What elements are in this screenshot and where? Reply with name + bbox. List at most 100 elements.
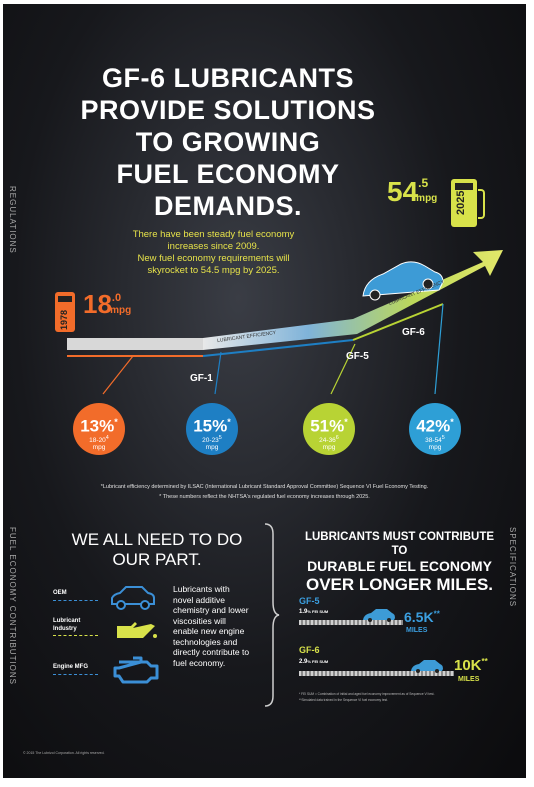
pump-window (58, 296, 72, 302)
specifications-heading: LUBRICANTS MUST CONTRIBUTE TO DURABLE FU… (297, 530, 502, 595)
milestone-gf6: GF-6 (402, 327, 425, 338)
heading-line: DURABLE FUEL ECONOMY (307, 558, 492, 574)
percent-circle-1: 13%* 18-204 mpg (73, 403, 125, 455)
subtitle-line: skyrocket to 54.5 mpg by 2025. (147, 265, 280, 276)
lubricant-industry-label: Lubricant Industry (53, 618, 81, 632)
footnote-2: * These numbers reflect the NHTSA's regu… (159, 494, 370, 500)
efficiency-arrow (203, 250, 503, 350)
connector-3 (330, 343, 356, 395)
timeline-blue-rule (202, 339, 354, 357)
title-line: GF-6 LUBRICANTS (102, 63, 354, 93)
gf5-label: GF-5 (299, 596, 320, 606)
gf6-pct: 2.9 (299, 659, 308, 665)
circle-range-sup: 4 (105, 434, 109, 441)
connector-4 (434, 303, 444, 395)
gf5-pct: 1.9 (299, 609, 308, 615)
title-line: DEMANDS. (153, 191, 302, 221)
circle-range-sup: 5 (441, 434, 445, 441)
engine-mfg-label: Engine MFG (53, 664, 88, 670)
circle-unit: mpg (428, 443, 442, 451)
subtitle: There have been steady fuel economy incr… (111, 229, 316, 277)
contributions-heading: WE ALL NEED TO DO OUR PART. (47, 530, 267, 570)
fuel-economy-timeline (67, 250, 503, 395)
percent-circle-4: 42%* 38-545 mpg (409, 403, 461, 455)
title-line: TO GROWING (135, 127, 321, 157)
gf5-miles-unit: MILES (406, 627, 428, 634)
poster: REGULATIONS FUEL ECONOMY CONTRIBUTIONS S… (3, 4, 526, 778)
gf6-car-icon (411, 660, 443, 673)
title-line: FUEL ECONOMY (116, 159, 340, 189)
heading-line: LUBRICANTS MUST CONTRIBUTE TO (304, 531, 495, 557)
circle-star: * (114, 417, 118, 427)
connector-2 (214, 351, 222, 395)
gf5-car-icon (363, 609, 395, 622)
timeline-base-bar (67, 338, 203, 350)
start-mpg-unit: mpg (110, 305, 132, 316)
specifications-label: SPECIFICATIONS (508, 527, 517, 608)
spec-footnote-1: * FEI SUM = Combination of initial and a… (299, 692, 435, 696)
gas-pump-2025-icon: 2025 (451, 179, 485, 227)
circle-unit: mpg (92, 443, 106, 451)
body-line: enable new engine (173, 626, 245, 636)
circle-range: 18-20 (89, 436, 106, 444)
page-title: GF-6 LUBRICANTS PROVIDE SOLUTIONS TO GRO… (43, 62, 413, 222)
engine-rule (53, 674, 98, 675)
title-line: PROVIDE SOLUTIONS (80, 95, 376, 125)
end-mpg-value: 54 (387, 176, 419, 207)
gf6-fei: 2.9% FEI SUM (299, 659, 328, 665)
gf6-stars: ** (481, 657, 488, 666)
body-line: fuel economy. (173, 657, 226, 668)
fuel-contributions-label: FUEL ECONOMY CONTRIBUTIONS (8, 527, 17, 686)
pump-hose (478, 189, 485, 219)
body-line: chemistry and lower (173, 605, 249, 615)
milestone-gf5: GF-5 (346, 351, 369, 362)
oil-can-icon (117, 622, 157, 638)
timeline-green-rule (352, 303, 444, 341)
gf6-miles-value: 10K (454, 657, 482, 674)
footnote-1: *Lubricant efficiency determined by ILSA… (100, 484, 429, 490)
body-line: novel additive (173, 594, 225, 605)
spec-footnote-2: **Simulated data trained in the Sequence… (299, 698, 388, 702)
percent-circle-3: 51%* 24-366 mpg (303, 403, 355, 455)
gf5-miles-value: 6.5K (404, 609, 434, 625)
subtitle-line: increases since 2009. (167, 241, 260, 252)
copyright: © 2015 The Lubrizol Corporation. All rig… (23, 751, 105, 755)
gf5-road (299, 620, 403, 625)
connector-1 (102, 355, 134, 395)
heading-line: WE ALL NEED TO DO (71, 530, 243, 549)
gf6-road (299, 671, 454, 676)
oem-rule (53, 600, 98, 601)
car-icon (362, 261, 444, 301)
body-line: directly contribute to (173, 647, 250, 657)
circle-pct: 51% (310, 416, 345, 436)
subtitle-line: There have been steady fuel economy (132, 229, 295, 240)
circle-star: * (344, 417, 348, 427)
gf6-miles: 10K** (454, 657, 488, 674)
car-outline-icon (111, 586, 155, 610)
heading-line: OVER LONGER MILES. (305, 575, 494, 594)
circle-range-sup: 5 (218, 434, 222, 441)
end-mpg-decimal: .5 (418, 176, 429, 190)
gf5-fei: 1.9% FEI SUM (299, 609, 328, 615)
body-line: Lubricants with (173, 584, 230, 594)
engine-icon (113, 656, 159, 684)
circle-star: * (227, 417, 231, 427)
lubricant-rule (53, 635, 98, 636)
circle-range: 24-36 (319, 436, 336, 444)
circle-unit: mpg (205, 443, 219, 451)
milestone-gf1: GF-1 (190, 373, 213, 384)
gf5-stars: ** (433, 609, 440, 619)
circle-range: 20-23 (202, 436, 219, 444)
start-mpg-value: 18 (83, 289, 112, 319)
body-line: technologies and (173, 636, 238, 647)
gf5-pct-unit: % FEI SUM (307, 609, 329, 614)
circle-range: 38-54 (425, 436, 442, 444)
percent-circle-2: 15%* 20-235 mpg (186, 403, 238, 455)
circle-pct: 15% (193, 416, 228, 436)
gf6-label: GF-6 (299, 645, 320, 655)
oem-label: OEM (53, 590, 67, 596)
gas-pump-1978-icon: 1978 (55, 292, 75, 332)
gf6-miles-unit: MILES (458, 676, 480, 683)
circle-range-sup: 6 (335, 434, 339, 441)
pump-window (455, 183, 473, 190)
